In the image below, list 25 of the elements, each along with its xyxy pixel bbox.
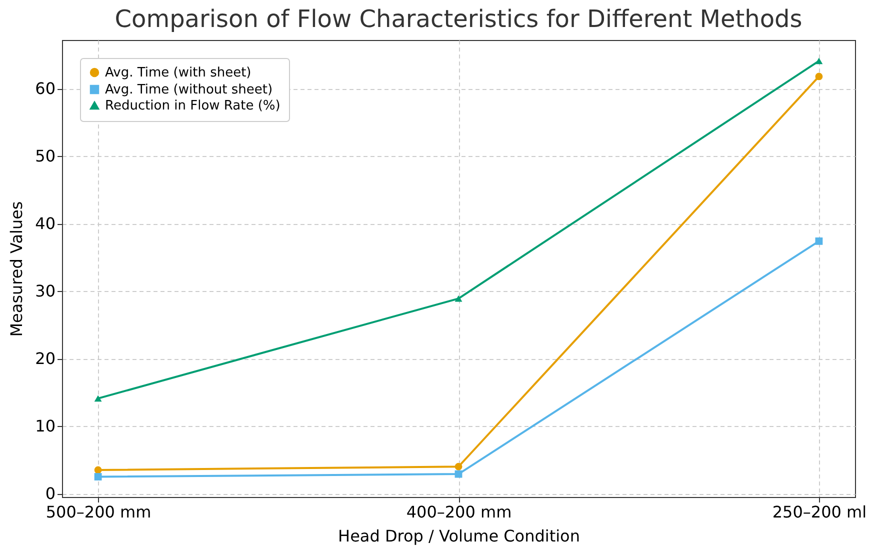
point [94, 473, 102, 480]
y-tick-label: 50 [35, 146, 56, 166]
point [94, 395, 102, 402]
y-tick-label: 40 [35, 214, 56, 234]
point [454, 462, 462, 470]
x-tick-label: 500–200 mm [46, 502, 152, 522]
point [815, 237, 823, 245]
y-tick-label: 0 [45, 484, 56, 504]
point [454, 295, 462, 302]
legend-label: Reduction in Flow Rate (%) [105, 98, 280, 114]
y-tick-label: 20 [35, 349, 56, 368]
point [94, 466, 102, 474]
x-tick-label: 250–200 ml [772, 502, 867, 522]
point [815, 72, 823, 80]
point [454, 470, 462, 478]
y-axis-title: Measured Values [7, 201, 26, 337]
legend-label: Avg. Time (without sheet) [105, 82, 273, 98]
y-tick-label: 60 [35, 79, 56, 98]
chart-title: Comparison of Flow Characteristics for Different Methods [114, 5, 802, 33]
x-tick-label: 400–200 mm [406, 502, 512, 522]
y-tick-label: 10 [35, 416, 56, 436]
x-axis-title: Head Drop / Volume Condition [338, 526, 580, 546]
point [815, 58, 823, 64]
y-tick-label: 30 [35, 282, 56, 301]
legend-label: Avg. Time (with sheet) [105, 66, 252, 80]
